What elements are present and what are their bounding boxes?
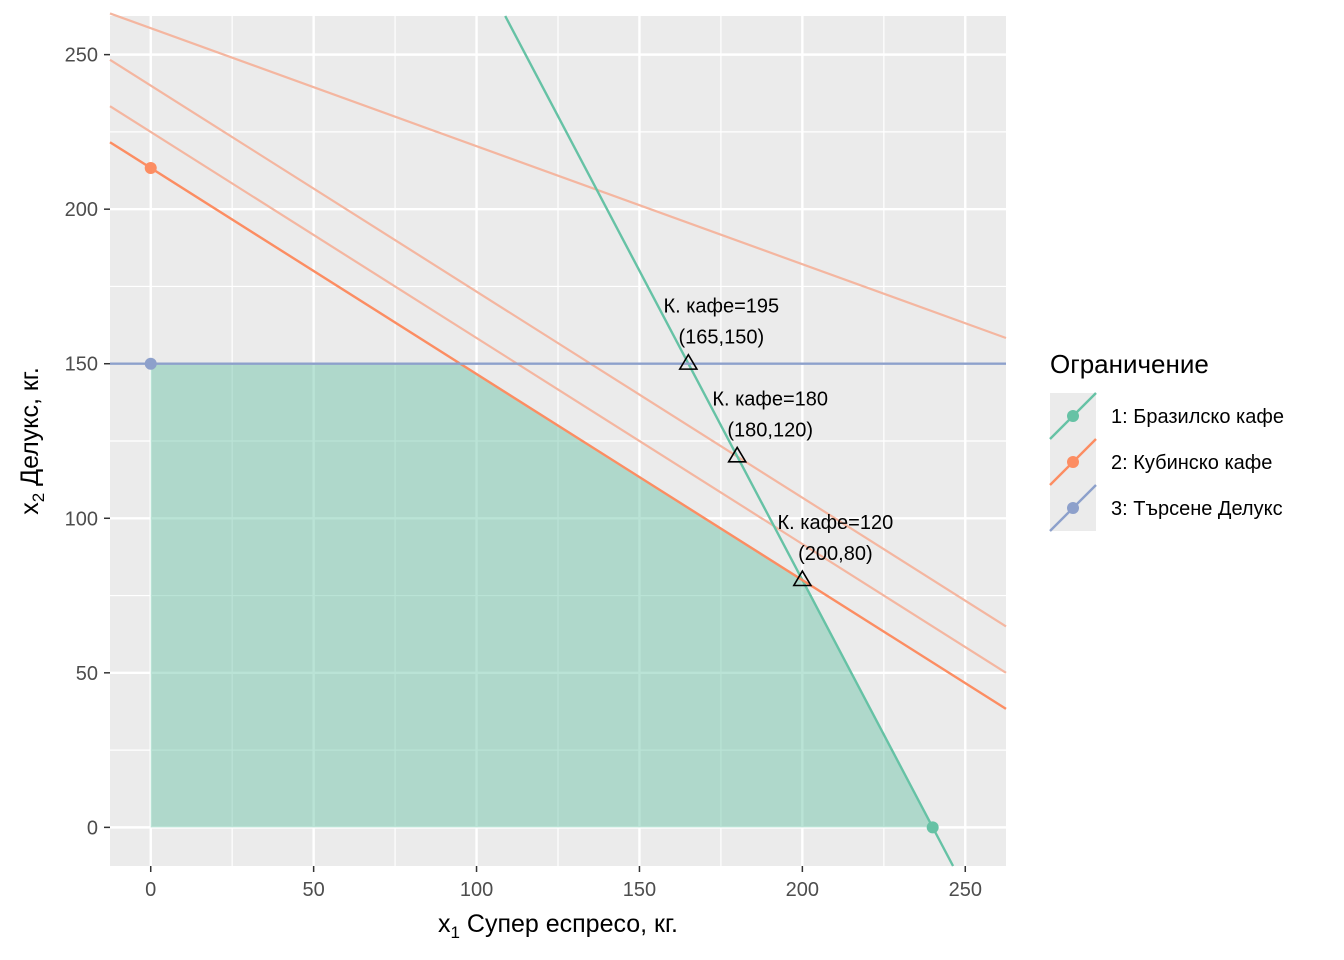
- objective-line: [109, 105, 1007, 674]
- annotations: К. кафе=195 (165,150) К. кафе=180 (180,120)…: [663, 296, 894, 587]
- solution-point-marker: [792, 569, 813, 587]
- legend-item-label: 1: Бразилско кафе: [1111, 406, 1284, 428]
- x-tick-label: 250: [949, 879, 982, 901]
- constraint-point-1: [926, 821, 939, 834]
- y-axis-title-sub: 2: [29, 493, 48, 502]
- annotation-coords-label: (165,150): [679, 327, 765, 349]
- x-tick-label: 0: [145, 879, 156, 901]
- grid-minor: [110, 16, 1006, 866]
- solution-point-marker: [727, 445, 748, 463]
- x-tick-label: 50: [303, 879, 325, 901]
- constraint-line-1: [504, 15, 955, 867]
- objective-lines: [109, 12, 1007, 674]
- feasible-region: [150, 363, 933, 828]
- grid-major: [110, 16, 1006, 866]
- legend-item-label: 3: Търсене Делукс: [1111, 498, 1283, 520]
- x-axis-title-var: x: [438, 910, 451, 938]
- y-axis-title-rest: Делукс, кг.: [16, 367, 44, 493]
- legend-title: Ограничение: [1050, 349, 1209, 379]
- y-tick-label: 150: [65, 354, 98, 376]
- x-tick-label: 150: [623, 879, 656, 901]
- feasible-region-polygon: [150, 363, 933, 828]
- y-axis: 0 50 100 150 200 250: [65, 45, 110, 839]
- legend-key-point: [1067, 410, 1079, 422]
- legend: Ограничение 1: Бразилско кафе 2: Кубинско…: [1049, 349, 1284, 532]
- annotation-cost-label: К. кафе=195: [663, 296, 779, 318]
- y-tick-label: 200: [65, 199, 98, 221]
- annotation-cost-label: К. кафе=180: [712, 388, 828, 410]
- x-tick-label: 100: [460, 879, 493, 901]
- y-tick-label: 100: [65, 508, 98, 530]
- constraint-point-2: [144, 161, 157, 174]
- x-axis-title-sub: 1: [450, 923, 459, 942]
- objective-line: [109, 58, 1007, 628]
- legend-item-label: 2: Кубинско кафе: [1111, 452, 1272, 474]
- x-tick-label: 200: [786, 879, 819, 901]
- solution-point-marker: [678, 353, 699, 370]
- y-axis-title: x2 Делукс, кг.: [16, 367, 48, 515]
- constraint-line-2: [109, 141, 1007, 710]
- y-tick-label: 0: [87, 817, 98, 839]
- annotation-cost-label: К. кафе=120: [778, 512, 894, 534]
- x-axis-title-rest: Супер еспресо, кг.: [460, 910, 678, 938]
- annotation-coords-label: (200,80): [798, 543, 873, 565]
- objective-line: [109, 12, 1007, 340]
- x-axis: 0 50 100 150 200 250: [145, 866, 982, 901]
- annotation-coords-label: (180,120): [727, 419, 813, 441]
- constraint-points: [144, 161, 939, 834]
- legend-key-point: [1067, 502, 1079, 514]
- legend-items: 1: Бразилско кафе 2: Кубинско кафе 3: Търс…: [1049, 392, 1284, 532]
- y-tick-label: 250: [65, 45, 98, 67]
- constraint-lines: [109, 15, 1007, 867]
- legend-key-point: [1067, 456, 1079, 468]
- x-axis-title: x1 Супер еспресо, кг.: [438, 910, 678, 942]
- y-tick-label: 50: [76, 663, 98, 685]
- constraint-point-3: [144, 357, 157, 370]
- y-axis-title-var: x: [16, 502, 44, 515]
